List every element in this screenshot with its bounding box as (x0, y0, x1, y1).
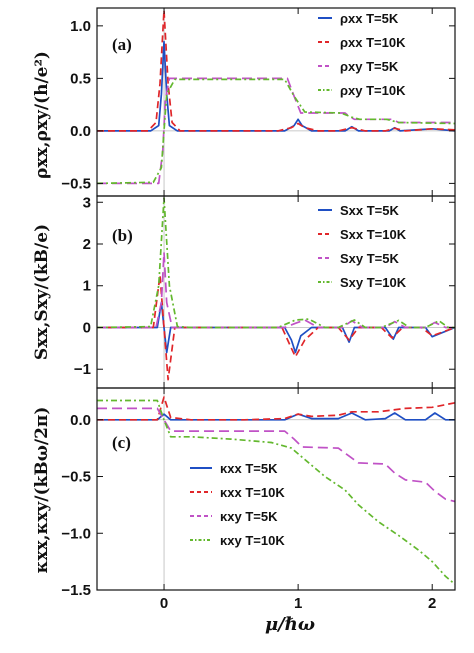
legend-label: Sxx T=10K (340, 227, 407, 242)
y-tick-label: 2 (83, 236, 91, 253)
panel-c: (c) κxx,κxy/(kBω/2π) μ/ℏω −1.5 −1.0 −0.5 0.… (32, 387, 456, 635)
x-tick-label: 1 (294, 595, 302, 612)
panel-c-label: (c) (112, 433, 131, 452)
y-tick-label: 0.0 (70, 123, 91, 140)
y-tick-label: 0.0 (70, 412, 91, 429)
legend-label: κxx T=10K (220, 485, 285, 500)
legend-label: κxx T=5K (220, 461, 278, 476)
legend-label: Sxy T=10K (340, 275, 407, 290)
panel-a: (a) ρxx,ρxy/(h/e²) −0.5 0.0 0.5 1.0 ρxx T=5K… (32, 7, 456, 197)
panel-a-ylabel: ρxx,ρxy/(h/e²) (32, 51, 52, 179)
legend-label: ρxx T=5K (340, 11, 399, 26)
panel-a-label: (a) (112, 35, 132, 54)
series-line-4 (96, 197, 455, 329)
y-tick-label: −1.5 (61, 582, 91, 599)
series-line-2 (97, 396, 456, 421)
panel-c-ylabel: κxx,κxy/(kBω/2π) (32, 407, 52, 574)
panel-b-label: (b) (112, 226, 133, 245)
series-line-3 (97, 407, 456, 503)
legend-label: ρxx T=10K (340, 35, 406, 50)
x-axis-label: μ/ℏω (265, 614, 315, 635)
panel-b-ylabel: Sxx,Sxy/(kB/e) (32, 224, 52, 360)
y-tick-label: −1.0 (61, 525, 91, 542)
x-tick-label: 2 (428, 595, 436, 612)
series-line-3 (97, 77, 455, 185)
panel-a-plot: −0.5 0.0 0.5 1.0 ρxx T=5K ρxx T=10K ρxy T=5K ρx… (61, 7, 456, 197)
series-line-2 (97, 274, 456, 381)
legend-label: κxy T=5K (220, 509, 278, 524)
series-line-4 (97, 399, 456, 585)
legend-label: ρxy T=5K (340, 59, 399, 74)
panel-b-plot: −1 0 1 2 3 Sxx T=5K Sxx T=10K Sxy T=5K Sxy T=10K (74, 194, 456, 389)
panel-c-plot: −1.5 −1.0 −0.5 0.0 0 1 2 κxx T=5K κxx T=10K κxy T… (61, 387, 456, 612)
series-line-4 (96, 78, 456, 185)
panel-b: (b) Sxx,Sxy/(kB/e) −1 0 1 2 3 Sxx T=5K Sxx T=1… (32, 194, 456, 389)
legend-label: ρxy T=10K (340, 83, 406, 98)
y-tick-label: −1 (74, 361, 91, 378)
plot-frame (96, 387, 456, 591)
legend-label: κxy T=10K (220, 533, 285, 548)
legend-label: Sxx T=5K (340, 203, 400, 218)
y-tick-label: 3 (83, 194, 91, 211)
series-line-2 (97, 9, 456, 132)
legend-label: Sxy T=5K (340, 251, 400, 266)
y-tick-label: 1 (83, 278, 91, 295)
y-tick-label: −0.5 (61, 175, 91, 192)
series-line-1 (97, 412, 455, 421)
y-tick-label: 0.5 (70, 70, 91, 87)
x-tick-label: 0 (160, 595, 168, 612)
plot-frame (96, 195, 456, 389)
y-tick-label: 1.0 (70, 18, 91, 35)
series-line-1 (97, 40, 456, 132)
y-tick-label: 0 (83, 319, 91, 336)
y-tick-label: −0.5 (61, 469, 91, 486)
